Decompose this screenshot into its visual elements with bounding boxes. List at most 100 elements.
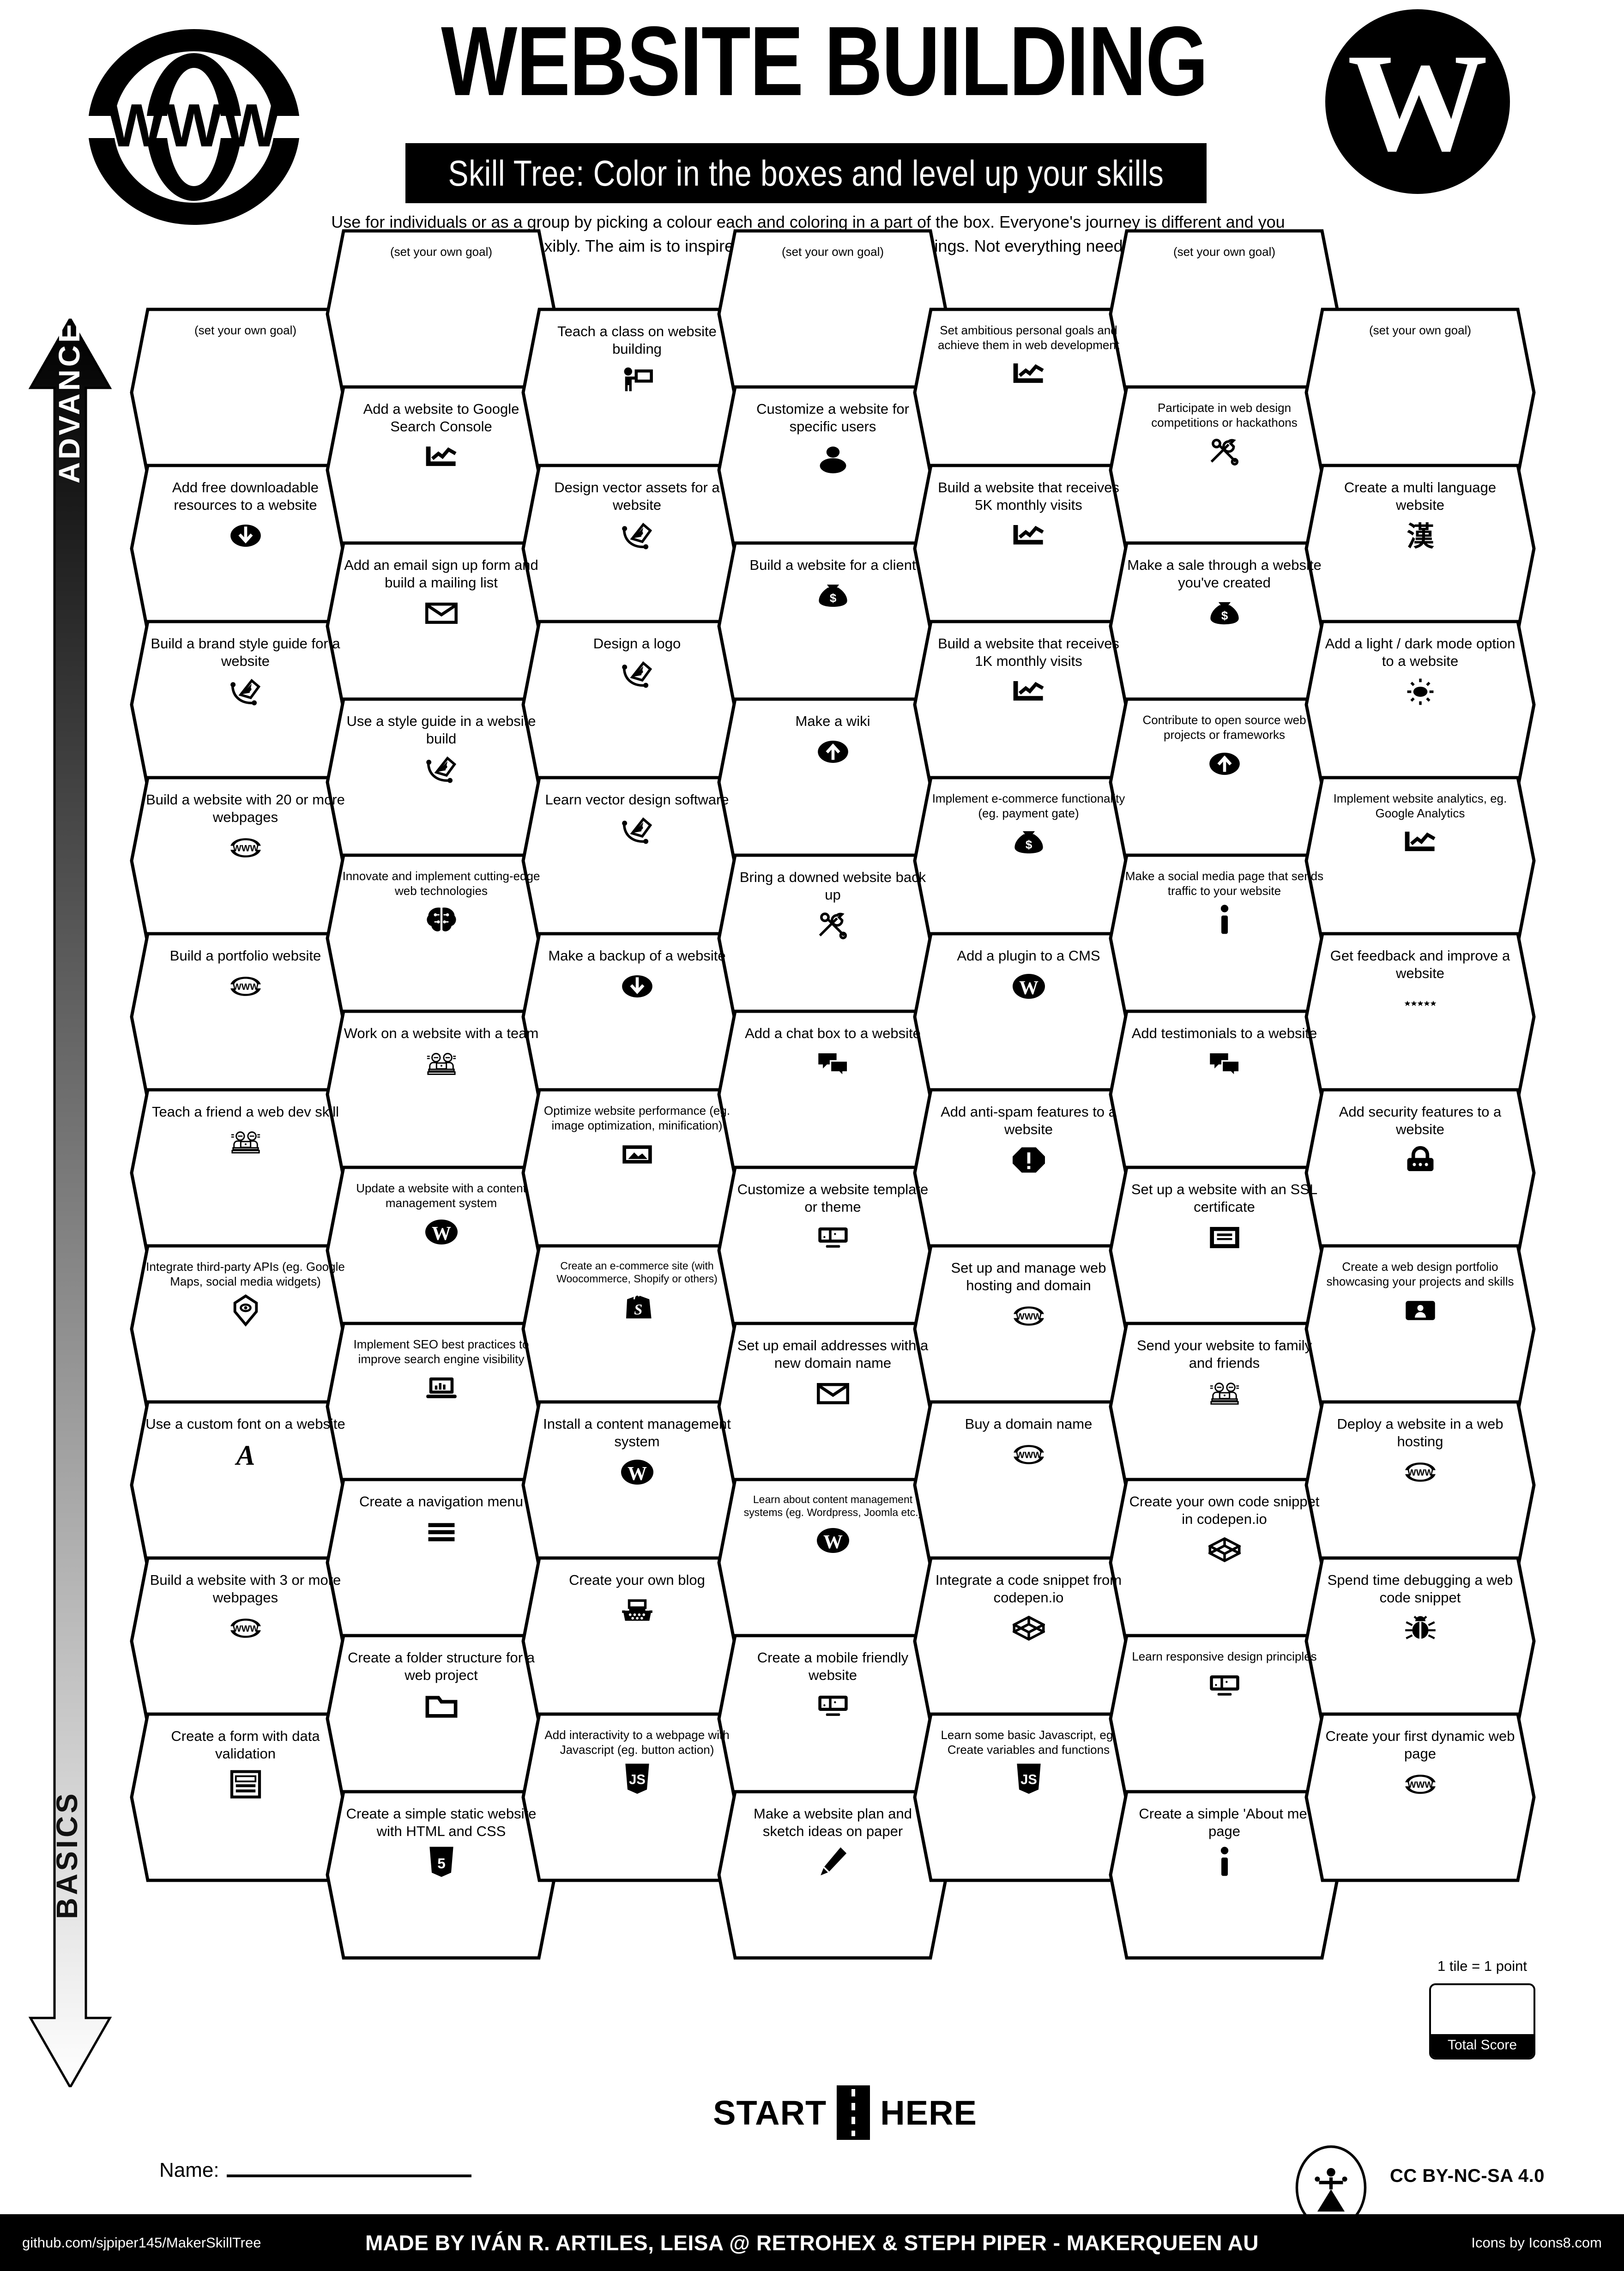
github-link[interactable]: github.com/sjpiper145/MakerSkillTree <box>22 2234 261 2251</box>
skill-tile-label: Innovate and implement cutting-edge web … <box>342 869 540 898</box>
skill-tile-label: Integrate a code snippet from codepen.io <box>935 1572 1122 1606</box>
skill-tile[interactable]: Create a web design portfolio showcasing… <box>1304 1244 1536 1414</box>
skill-tile[interactable]: Set up a website with an SSL certificate <box>1108 1165 1340 1336</box>
skill-tile-label: Make a wiki <box>795 713 870 729</box>
skill-tile-label: Teach a friend a web dev skill <box>152 1104 339 1120</box>
wordpress-icon: W <box>621 1456 653 1488</box>
skill-tile-label: Participate in web design competitions o… <box>1151 401 1298 429</box>
skill-tile-label: Make a backup of a website <box>548 948 726 964</box>
skill-tile-label: Build a website for a client <box>749 557 916 573</box>
svg-text:W: W <box>1019 978 1038 999</box>
skill-tile[interactable]: Build a website with 3 or more webpages W… <box>129 1556 362 1727</box>
hamburger-menu-icon <box>425 1516 458 1548</box>
skill-tile[interactable]: Add testimonials to a website <box>1108 1009 1340 1180</box>
monitor-layout-icon <box>817 1690 849 1722</box>
svg-text:W: W <box>1347 24 1488 180</box>
folder-icon <box>425 1690 458 1722</box>
skill-tile-label: Learn about content management systems (… <box>743 1493 922 1518</box>
skill-tile[interactable]: Implement SEO best practices to improve … <box>325 1321 557 1492</box>
skill-tile[interactable]: Create a form with data validation <box>129 1712 362 1883</box>
skill-tile-label: Create a form with data validation <box>171 1728 320 1762</box>
skill-tile-label: Add interactivity to a webpage with Java… <box>544 1728 730 1757</box>
skill-tile[interactable]: Build a portfolio website WWW <box>129 931 362 1102</box>
skill-tile[interactable]: Build a website for a client $ <box>717 541 949 712</box>
skill-tile[interactable]: Bring a downed website back up <box>717 853 949 1024</box>
license-label: CC BY-NC-SA 4.0 <box>1390 2166 1545 2186</box>
skill-tile[interactable]: Build a brand style guide for a website <box>129 619 362 790</box>
skill-tile[interactable]: Create a multi language website 漢 <box>1304 463 1536 634</box>
name-field-row[interactable]: Name: <box>159 2150 713 2182</box>
two-people-laptop-icon <box>1208 1377 1241 1410</box>
skill-tile[interactable]: Learn about content management systems (… <box>717 1477 949 1648</box>
skill-tile[interactable]: Install a content management system W <box>521 1400 753 1570</box>
sun-icon <box>1404 676 1437 708</box>
skill-tile[interactable]: Set up and manage web hosting and domain… <box>912 1244 1145 1414</box>
hexagon-shape <box>1304 1712 1536 1883</box>
skill-tile-label: Deploy a website in a web hosting <box>1337 1416 1503 1450</box>
skill-tile[interactable]: Deploy a website in a web hosting WWW <box>1304 1400 1536 1570</box>
total-score-input[interactable] <box>1431 1985 1533 2034</box>
skill-tile[interactable]: Learn responsive design principles <box>1108 1633 1340 1804</box>
money-bag-icon: $ <box>817 580 849 612</box>
skill-tile[interactable]: Create an e-commerce site (with Woocomme… <box>521 1244 753 1414</box>
skill-tile[interactable]: Design vector assets for a website <box>521 463 753 634</box>
lock-icon <box>1404 1144 1437 1176</box>
skill-tile[interactable]: Add anti-spam features to a website <box>912 1087 1145 1258</box>
skill-tile[interactable]: Create a simple static website with HTML… <box>325 1789 557 1960</box>
monitor-layout-icon <box>817 1221 849 1254</box>
svg-text:漢: 漢 <box>1407 520 1434 552</box>
skill-tile-label: Integrate third-party APIs (eg. Google M… <box>146 1260 345 1288</box>
line-chart-icon <box>1013 519 1045 552</box>
skill-tile-label: Build a portfolio website <box>169 948 321 964</box>
money-bag-icon: $ <box>1013 826 1045 858</box>
skill-tile[interactable]: Make a sale through a website you've cre… <box>1108 541 1340 712</box>
html5-icon: 5 <box>425 1846 458 1878</box>
name-label: Name: <box>159 2159 219 2181</box>
wordpress-icon: W <box>816 1524 849 1557</box>
skill-tile[interactable]: Make a website plan and sketch ideas on … <box>717 1789 949 1960</box>
name-input-line[interactable] <box>226 2174 471 2177</box>
skill-tile[interactable]: Add a light / dark mode option to a webs… <box>1304 619 1536 790</box>
script-a-icon: A <box>229 1438 262 1471</box>
svg-text:W: W <box>628 1463 647 1485</box>
kanji-icon: 漢 <box>1404 519 1437 552</box>
skill-tile[interactable]: Add security features to a website <box>1304 1087 1536 1258</box>
www-globe-logo: WWW <box>74 16 314 238</box>
svg-text:5: 5 <box>437 1855 446 1872</box>
pen-nib-icon <box>621 658 653 690</box>
skill-tile[interactable]: Participate in web design competitions o… <box>1108 385 1340 556</box>
skill-tile[interactable]: Get feedback and improve a website <box>1304 931 1536 1102</box>
skill-tile[interactable]: Create your first dynamic web page WWW <box>1304 1712 1536 1883</box>
download-circle-icon <box>621 970 653 1003</box>
here-label: HERE <box>880 2093 977 2132</box>
skill-tile[interactable]: Add a chat box to a website <box>717 1009 949 1180</box>
skill-tile-label: Create your own blog <box>569 1572 705 1588</box>
skill-tile[interactable]: Implement website analytics, eg. Google … <box>1304 775 1536 946</box>
skill-tile[interactable]: Make a social media page that sends traf… <box>1108 853 1340 1024</box>
skill-tile-label: Add security features to a website <box>1339 1104 1502 1137</box>
wordpress-icon: W <box>425 1216 458 1248</box>
teacher-board-icon <box>621 363 653 396</box>
skill-tile[interactable]: (set your own goal) <box>1304 307 1536 478</box>
two-people-laptop-icon <box>229 1126 262 1159</box>
skill-tile-label: Design vector assets for a website <box>554 479 720 513</box>
www-globe-icon: WWW <box>229 832 262 864</box>
svg-text:W: W <box>432 1223 451 1244</box>
skill-tile-label: Create a multi language website <box>1344 479 1497 513</box>
icons-credit[interactable]: Icons by Icons8.com <box>1471 2234 1602 2251</box>
skill-tile[interactable]: Create your own code snippet in codepen.… <box>1108 1477 1340 1648</box>
total-score-box[interactable]: Total Score <box>1429 1983 1535 2060</box>
skill-tile[interactable]: Create a navigation menu <box>325 1477 557 1648</box>
skill-tile[interactable]: Use a style guide in a website build <box>325 697 557 868</box>
skill-tile[interactable]: Add free downloadable resources to a web… <box>129 463 362 634</box>
skill-tile[interactable]: Spend time debugging a web code snippet <box>1304 1556 1536 1727</box>
skill-tile-label: Send your website to family and friends <box>1136 1337 1312 1371</box>
skill-tile-label: Learn responsive design principles <box>1132 1649 1317 1663</box>
wordpress-icon: W <box>1012 970 1045 1003</box>
pen-nib-icon <box>229 676 262 708</box>
skill-tile[interactable]: Implement e-commerce functionality (eg. … <box>912 775 1145 946</box>
svg-text:$: $ <box>1025 838 1032 852</box>
skill-tile[interactable]: Optimize website performance (eg. image … <box>521 1087 753 1258</box>
skill-tile-label: Create an e-commerce site (with Woocomme… <box>556 1260 718 1285</box>
download-circle-icon <box>229 519 262 552</box>
